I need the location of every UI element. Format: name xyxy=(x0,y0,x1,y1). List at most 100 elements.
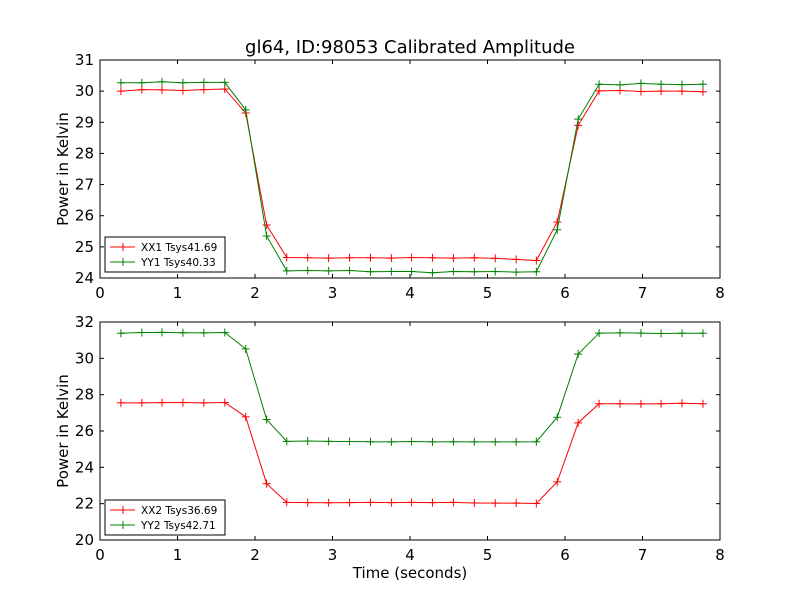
data-point xyxy=(553,217,562,226)
data-point xyxy=(303,253,312,262)
data-point xyxy=(574,418,583,427)
data-point xyxy=(116,329,125,338)
data-point xyxy=(262,479,271,488)
data-point xyxy=(387,498,396,507)
data-point xyxy=(657,329,666,338)
data-point xyxy=(616,328,625,337)
data-point xyxy=(178,328,187,337)
data-point xyxy=(512,437,521,446)
data-point xyxy=(387,437,396,446)
data-point xyxy=(698,399,707,408)
x-tick-label: 7 xyxy=(638,284,648,302)
data-point xyxy=(532,256,541,265)
data-point xyxy=(595,329,604,338)
legend-marker xyxy=(119,521,127,529)
data-point xyxy=(387,267,396,276)
data-point xyxy=(282,437,291,446)
data-point xyxy=(470,437,479,446)
data-point xyxy=(158,77,166,86)
y-tick-label: 28 xyxy=(75,386,94,404)
series-line xyxy=(120,88,703,262)
y-tick-label: 28 xyxy=(75,144,94,162)
y-tick-label: 27 xyxy=(75,176,94,194)
data-point xyxy=(470,267,479,276)
data-point xyxy=(241,344,250,353)
x-tick-label: 5 xyxy=(483,284,493,302)
data-point xyxy=(698,329,707,338)
x-tick-label: 3 xyxy=(328,546,338,564)
series-1 xyxy=(116,398,707,508)
legend-marker xyxy=(119,506,127,514)
data-point xyxy=(553,477,562,486)
y-tick-label: 24 xyxy=(75,269,94,287)
data-point xyxy=(220,78,229,87)
data-point xyxy=(449,267,458,276)
x-tick-label: 2 xyxy=(250,284,260,302)
data-point xyxy=(470,498,479,507)
legend-marker xyxy=(119,243,127,251)
y-tick-label: 22 xyxy=(75,495,94,513)
data-point xyxy=(512,255,521,264)
data-point xyxy=(698,80,707,89)
legend-label: YY1 Tsys40.33 xyxy=(140,257,216,269)
data-point xyxy=(116,398,125,407)
legend-box xyxy=(104,499,226,536)
data-point xyxy=(387,254,396,263)
data-point xyxy=(574,350,583,359)
y-tick-label: 32 xyxy=(75,313,94,331)
series-2 xyxy=(116,328,707,446)
data-point xyxy=(470,253,479,262)
data-point xyxy=(407,437,416,446)
data-point xyxy=(178,86,187,95)
data-point xyxy=(532,499,541,508)
data-point xyxy=(282,498,291,507)
x-tick-label: 8 xyxy=(715,284,725,302)
data-point xyxy=(366,253,375,262)
data-point xyxy=(220,398,229,407)
data-point xyxy=(137,78,146,87)
data-point xyxy=(491,267,500,276)
data-point xyxy=(366,437,375,446)
data-point xyxy=(324,498,333,507)
x-tick-label: 6 xyxy=(560,546,570,564)
data-point xyxy=(199,328,208,337)
y-tick-label: 24 xyxy=(75,458,94,476)
data-point xyxy=(407,253,416,262)
data-point xyxy=(491,437,500,446)
data-point xyxy=(657,87,666,96)
data-point xyxy=(137,328,146,337)
subplot-1: 0 1 2 3 4 5 6 7 8 24 25 26 27 28 29 30 31 Power in Kelvin… xyxy=(54,51,725,302)
x-tick-label: 5 xyxy=(483,546,493,564)
y-tick-label: 20 xyxy=(75,531,94,549)
data-point xyxy=(428,268,437,277)
data-point xyxy=(241,105,250,114)
legend: XX1 Tsys41.69 YY1 Tsys40.33 xyxy=(104,236,226,273)
data-point xyxy=(199,85,208,94)
data-point xyxy=(449,254,458,263)
y-tick-label: 30 xyxy=(75,82,94,100)
x-tick-label: 3 xyxy=(328,284,338,302)
y-tick-label: 30 xyxy=(75,349,94,367)
data-point xyxy=(178,398,187,407)
data-point xyxy=(158,85,166,94)
data-point xyxy=(324,266,333,275)
data-point xyxy=(303,436,312,445)
legend: XX2 Tsys36.69 YY2 Tsys42.71 xyxy=(104,499,226,536)
x-tick-label: 1 xyxy=(173,284,183,302)
data-point xyxy=(324,254,333,263)
legend-box xyxy=(104,236,226,273)
data-point xyxy=(137,85,146,94)
data-point xyxy=(636,79,645,88)
x-tick-label: 4 xyxy=(405,284,415,302)
data-point xyxy=(449,498,458,507)
data-point xyxy=(636,87,645,96)
subplot-2: 0 1 2 3 4 5 6 7 8 20 22 24 26 28 30 32 Power in Kelvin Ti… xyxy=(54,313,725,582)
data-point xyxy=(345,437,354,446)
y-tick-label: 31 xyxy=(75,51,94,69)
data-point xyxy=(199,398,208,407)
y-axis-label: Power in Kelvin xyxy=(54,112,72,226)
data-point xyxy=(366,267,375,276)
legend-label: XX2 Tsys36.69 xyxy=(141,505,217,517)
data-point xyxy=(116,87,125,96)
